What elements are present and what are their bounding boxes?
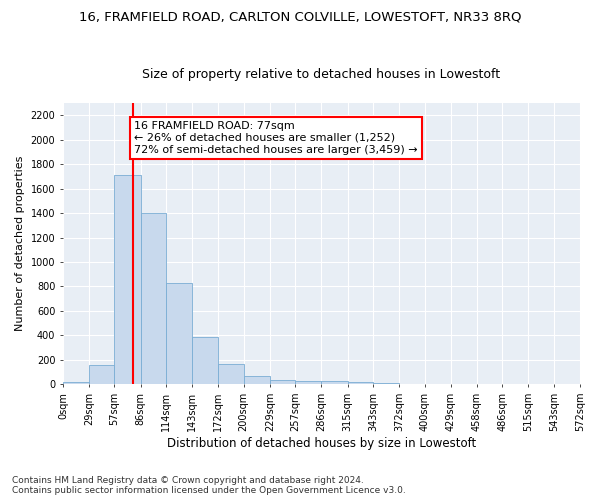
Bar xyxy=(244,376,270,384)
Bar xyxy=(218,364,244,384)
Bar xyxy=(115,175,140,384)
X-axis label: Distribution of detached houses by size in Lowestoft: Distribution of detached houses by size … xyxy=(167,437,476,450)
Bar xyxy=(192,337,218,384)
Bar xyxy=(89,366,115,384)
Bar xyxy=(295,381,322,384)
Bar xyxy=(270,380,295,384)
Y-axis label: Number of detached properties: Number of detached properties xyxy=(15,156,25,332)
Bar xyxy=(166,283,192,384)
Bar xyxy=(322,381,347,384)
Bar xyxy=(140,213,166,384)
Title: Size of property relative to detached houses in Lowestoft: Size of property relative to detached ho… xyxy=(142,68,500,81)
Bar xyxy=(373,383,399,384)
Text: 16, FRAMFIELD ROAD, CARLTON COLVILLE, LOWESTOFT, NR33 8RQ: 16, FRAMFIELD ROAD, CARLTON COLVILLE, LO… xyxy=(79,10,521,23)
Bar xyxy=(347,382,373,384)
Text: Contains HM Land Registry data © Crown copyright and database right 2024.
Contai: Contains HM Land Registry data © Crown c… xyxy=(12,476,406,495)
Text: 16 FRAMFIELD ROAD: 77sqm
← 26% of detached houses are smaller (1,252)
72% of sem: 16 FRAMFIELD ROAD: 77sqm ← 26% of detach… xyxy=(134,122,418,154)
Bar xyxy=(63,382,89,384)
